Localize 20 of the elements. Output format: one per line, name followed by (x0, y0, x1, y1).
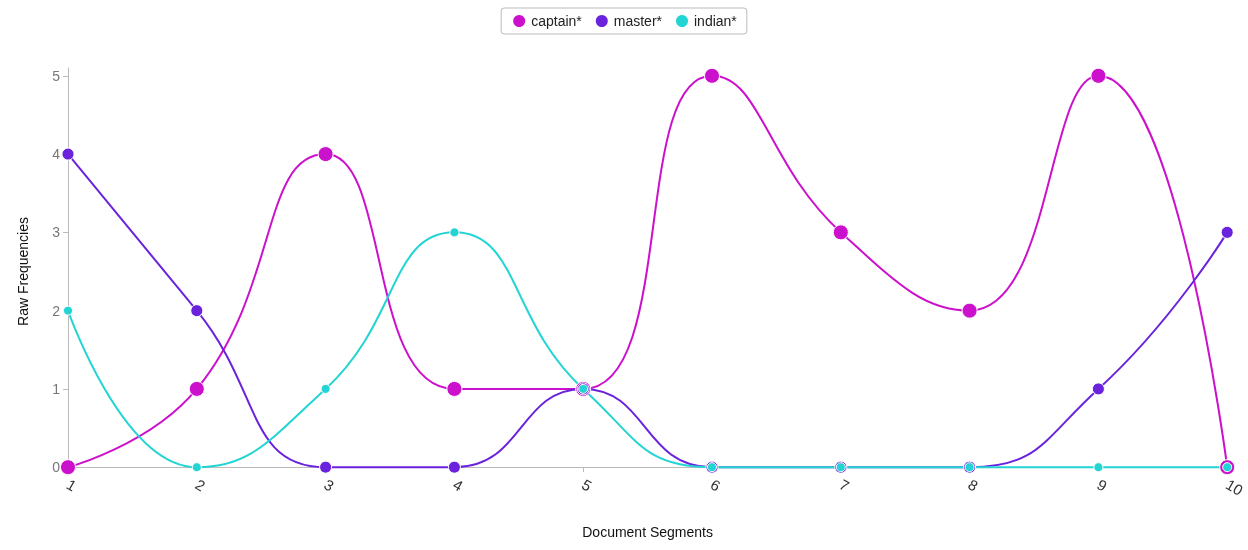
x-tick-label: 8 (965, 475, 982, 495)
y-axis-title: Raw Frequencies (15, 217, 31, 326)
legend-label: master* (613, 13, 663, 29)
y-tick-label: 0 (52, 459, 61, 476)
legend-label: captain* (531, 13, 583, 29)
y-tick-label: 2 (52, 302, 61, 319)
y-tick-label: 1 (52, 380, 61, 397)
x-tick-label: 5 (578, 475, 595, 495)
x-tick-label: 3 (321, 475, 338, 495)
y-tick-label: 4 (52, 146, 61, 163)
y-tick-label: 5 (52, 67, 61, 84)
x-tick-label: 10 (1222, 475, 1246, 499)
y-tick-label: 3 (52, 224, 61, 241)
x-tick-label: 4 (450, 475, 466, 495)
x-tick-label: 2 (192, 475, 209, 495)
x-tick-label: 6 (707, 475, 724, 495)
legend-label: indian* (694, 13, 738, 29)
x-tick-label: 7 (836, 475, 853, 495)
x-axis-title: Document Segments (582, 524, 713, 540)
x-tick-label: 9 (1094, 475, 1110, 495)
